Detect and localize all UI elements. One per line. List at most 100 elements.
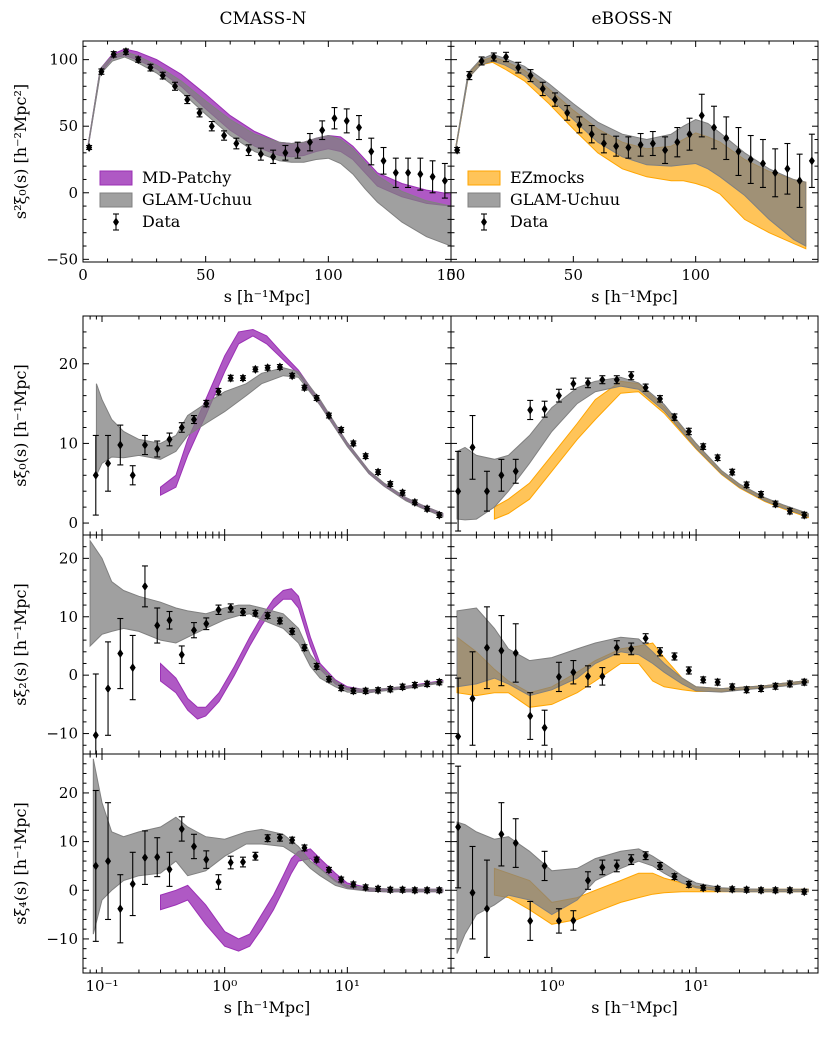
- data-marker: [387, 684, 394, 694]
- plot-area-xi2-left: [89, 539, 444, 754]
- data-point: [490, 52, 497, 62]
- data-point: [656, 861, 663, 871]
- data-point: [723, 116, 730, 161]
- data-point: [656, 647, 663, 657]
- data-point: [628, 371, 635, 381]
- data-point: [166, 610, 173, 630]
- data-marker: [539, 84, 546, 94]
- data-point: [92, 673, 99, 754]
- data-point: [772, 885, 779, 895]
- data-point: [301, 843, 308, 853]
- data-point: [541, 709, 548, 746]
- panel-frame: [450, 753, 819, 974]
- data-marker: [637, 140, 644, 150]
- y-tick-label: 20: [59, 549, 78, 567]
- data-point: [178, 645, 185, 665]
- data-point: [392, 157, 399, 188]
- data-marker: [387, 479, 394, 489]
- data-point: [245, 144, 252, 157]
- data-point: [483, 470, 490, 512]
- data-point: [117, 874, 124, 944]
- data-marker: [362, 686, 369, 696]
- data-point: [313, 661, 320, 671]
- data-point: [808, 133, 815, 188]
- data-marker: [714, 677, 721, 687]
- data-point: [362, 686, 369, 696]
- plot-area-xi4-right: [455, 765, 809, 958]
- data-marker: [92, 730, 99, 740]
- data-marker: [252, 608, 259, 618]
- data-point: [527, 900, 534, 941]
- data-point: [117, 617, 124, 690]
- data-marker: [613, 861, 620, 871]
- data-point: [455, 765, 462, 889]
- data-point: [172, 81, 178, 91]
- data-marker: [417, 169, 424, 179]
- data-marker: [129, 470, 136, 480]
- panel-xi0-left: 0 10 20 sξ₀(s) [h⁻¹Mpc]: [11, 315, 452, 536]
- data-marker: [375, 884, 382, 894]
- data-point: [105, 641, 112, 736]
- data-point: [282, 144, 289, 161]
- legend-item-ezmocks: EZmocks: [467, 168, 584, 187]
- y-axis-label: sξ₂(s) [h⁻¹Mpc]: [11, 583, 30, 705]
- data-point: [628, 642, 635, 656]
- data-point: [498, 458, 505, 492]
- data-point: [551, 92, 558, 107]
- data-marker: [613, 643, 620, 653]
- data-marker: [141, 853, 148, 863]
- data-point: [698, 93, 705, 138]
- data-marker: [599, 375, 606, 385]
- data-point: [772, 681, 779, 691]
- data-point: [478, 56, 485, 66]
- data-point: [600, 133, 607, 154]
- data-point: [325, 674, 332, 684]
- data-marker: [233, 139, 240, 149]
- data-marker: [490, 52, 497, 62]
- data-marker: [154, 444, 161, 454]
- data-point: [221, 130, 228, 141]
- data-point: [570, 660, 577, 685]
- data-point: [613, 375, 620, 385]
- data-marker: [436, 885, 443, 895]
- data-marker: [772, 499, 779, 509]
- data-point: [362, 451, 369, 461]
- data-point: [264, 833, 271, 843]
- data-point: [747, 134, 754, 185]
- data-marker: [483, 643, 490, 653]
- data-marker: [117, 440, 124, 450]
- data-marker: [129, 663, 136, 673]
- data-marker: [656, 861, 663, 871]
- data-marker: [276, 616, 283, 626]
- data-point: [541, 400, 548, 418]
- data-marker: [772, 681, 779, 691]
- column-title-eboss: eBOSS-N: [591, 9, 672, 29]
- data-point: [555, 908, 562, 934]
- data-point: [264, 363, 271, 373]
- data-marker: [257, 149, 264, 159]
- data-marker: [252, 851, 259, 861]
- data-marker: [512, 466, 519, 476]
- data-point: [599, 859, 606, 876]
- data-point: [714, 884, 721, 894]
- data-point: [441, 162, 448, 199]
- data-point: [637, 132, 644, 157]
- panel-xi0-right: [450, 315, 819, 536]
- data-point: [276, 616, 283, 626]
- legend-swatch: [99, 170, 133, 186]
- data-point: [729, 682, 736, 692]
- data-point: [613, 859, 620, 873]
- data-marker: [808, 156, 815, 166]
- data-marker: [564, 108, 571, 118]
- data-point: [503, 51, 510, 63]
- data-marker: [227, 373, 234, 383]
- data-marker: [306, 137, 313, 147]
- data-marker: [215, 877, 222, 887]
- x-tick-label: 10⁰: [212, 977, 237, 995]
- data-point: [257, 147, 264, 161]
- data-marker: [289, 626, 296, 636]
- data-point: [700, 442, 707, 452]
- data-marker: [105, 856, 112, 866]
